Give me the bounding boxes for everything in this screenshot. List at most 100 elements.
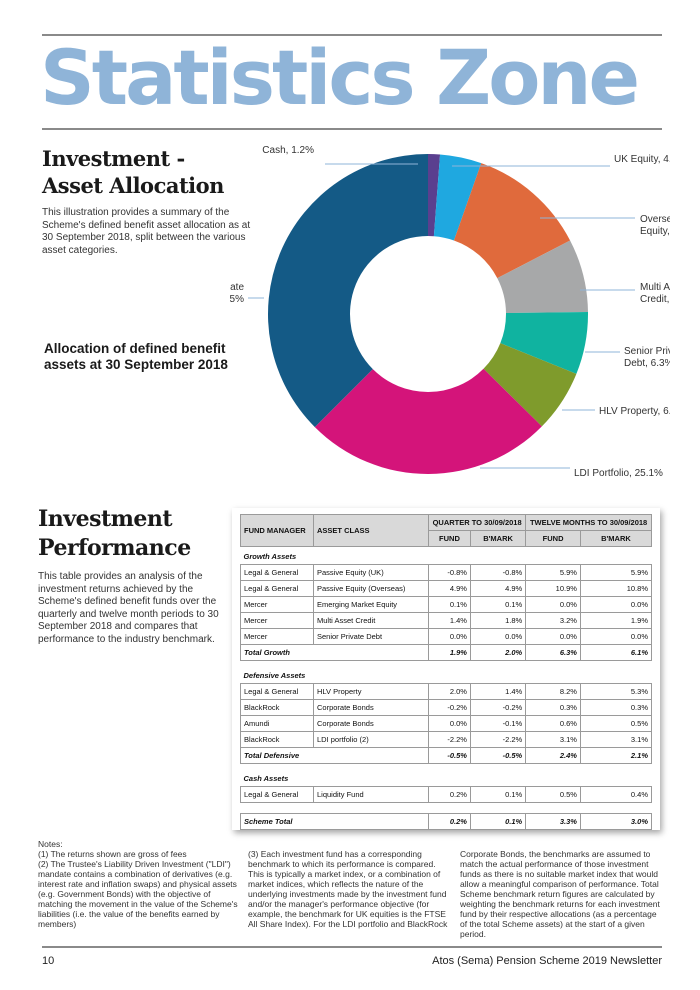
quarter-bmark-cell: -0.2% (469, 699, 527, 716)
quarter-fund-cell: -2.2% (428, 731, 471, 748)
scheme-total-twelve-fund-cell: 3.3% (525, 813, 581, 830)
fund-manager-cell: Mercer (240, 628, 314, 645)
table-total-row: Total Growth 1.9% 2.0% 6.3% 6.1% (240, 644, 653, 661)
total-label-cell: Total Growth (240, 644, 429, 661)
twelve-bmark-cell: 0.0% (579, 596, 653, 613)
total-quarter-fund-cell: -0.5% (428, 747, 471, 764)
quarter-bmark-cell: -0.1% (469, 715, 527, 732)
header-quarter-bmark: B'MARK (469, 530, 527, 547)
total-quarter-bmark-cell: -0.5% (469, 747, 527, 764)
table-row: Legal & General Passive Equity (Overseas)… (240, 580, 653, 597)
header-asset-class: ASSET CLASS (313, 514, 429, 547)
fund-manager-cell: Mercer (240, 596, 314, 613)
donut-slice (314, 368, 542, 475)
quarter-fund-cell: 2.0% (428, 683, 471, 700)
table-group-heading: Defensive Assets (241, 666, 652, 684)
donut-slice (500, 311, 588, 374)
header-twelve-months: TWELVE MONTHS TO 30/09/2018 (525, 514, 652, 531)
donut-slice (483, 343, 577, 427)
slice-label: UK Equity, 4.2% (614, 154, 670, 165)
table-row: Mercer Multi Asset Credit 1.4% 1.8% 3.2% 1.9% (240, 612, 653, 629)
asset-class-cell: HLV Property (313, 683, 429, 700)
table-group-heading: Growth Assets (241, 547, 652, 565)
slice-label: HLV Property, 6.3% (599, 406, 670, 417)
asset-class-cell: Emerging Market Equity (313, 596, 429, 613)
slice-label: Multi Asset (640, 282, 670, 293)
quarter-fund-cell: 0.0% (428, 628, 471, 645)
twelve-bmark-cell: 10.8% (579, 580, 653, 597)
quarter-bmark-cell: 1.8% (469, 612, 527, 629)
donut-slice (497, 240, 588, 314)
asset-class-cell: LDI portfolio (2) (313, 731, 429, 748)
quarter-bmark-cell: 0.1% (469, 596, 527, 613)
performance-heading-2: Performance (38, 535, 191, 561)
donut-slice (428, 154, 441, 237)
twelve-bmark-cell: 5.9% (579, 564, 653, 581)
header-quarter-fund: FUND (428, 530, 471, 547)
asset-class-cell: Corporate Bonds (313, 699, 429, 716)
quarter-fund-cell: 0.0% (428, 715, 471, 732)
total-label-cell: Total Defensive (240, 747, 429, 764)
performance-description: This table provides an analysis of the i… (38, 571, 219, 645)
donut-slice (433, 154, 482, 241)
total-twelve-bmark-cell: 2.1% (579, 747, 653, 764)
page-title: Statistics Zone (40, 33, 640, 122)
asset-class-cell: Senior Private Debt (313, 628, 429, 645)
asset-class-cell: Passive Equity (Overseas) (313, 580, 429, 597)
scheme-total-row: Scheme Total 0.2% 0.1% 3.3% 3.0% (240, 813, 653, 830)
header-fund-manager: FUND MANAGER (240, 514, 314, 547)
twelve-bmark-cell: 0.0% (579, 628, 653, 645)
title-underline (42, 128, 662, 130)
fund-manager-cell: Amundi (240, 715, 314, 732)
fund-manager-cell: BlackRock (240, 699, 314, 716)
slice-label: Equity, 12.0% (640, 226, 670, 237)
table-row: Legal & General HLV Property 2.0% 1.4% 8.2% 5… (240, 683, 653, 700)
table-row: Legal & General Liquidity Fund 0.2% 0.1% 0.5… (240, 786, 653, 803)
publication-title: Atos (Sema) Pension Scheme 2019 Newslett… (432, 955, 662, 967)
note-3: (3) Each investment fund has a correspon… (248, 849, 448, 929)
total-twelve-fund-cell: 2.4% (525, 747, 581, 764)
page-number: 10 (42, 955, 55, 967)
twelve-bmark-cell: 0.5% (579, 715, 653, 732)
quarter-bmark-cell: 0.1% (469, 786, 527, 803)
quarter-bmark-cell: 1.4% (469, 683, 527, 700)
table-row: Legal & General Passive Equity (UK) -0.8% -… (240, 564, 653, 581)
twelve-fund-cell: 3.1% (525, 731, 581, 748)
group-heading: Defensive Assets (243, 671, 306, 680)
performance-table-body: Growth Assets Legal & General Passive Equi… (240, 547, 653, 830)
note-4: Corporate Bonds, the benchmarks are assu… (460, 849, 660, 939)
table-row: BlackRock LDI portfolio (2) -2.2% -2.2% 3.1%… (240, 731, 653, 748)
table-group-heading: Cash Assets (241, 769, 652, 787)
twelve-bmark-cell: 0.3% (579, 699, 653, 716)
scheme-total-twelve-bmark-cell: 3.0% (579, 813, 653, 830)
slice-label: Corporate (230, 282, 244, 293)
twelve-fund-cell: 10.9% (525, 580, 581, 597)
notes-title: Notes: (38, 839, 63, 849)
asset-class-cell: Passive Equity (UK) (313, 564, 429, 581)
quarter-bmark-cell: 4.9% (469, 580, 527, 597)
allocation-heading-1: Investment - (42, 146, 185, 171)
table-row: Mercer Senior Private Debt 0.0% 0.0% 0.0% 0.0… (240, 628, 653, 645)
total-quarter-fund-cell: 1.9% (428, 644, 471, 661)
header-twelve-fund: FUND (525, 530, 581, 547)
twelve-fund-cell: 0.0% (525, 628, 581, 645)
slice-label: Debt, 6.3% (624, 358, 670, 369)
note-1: (1) The returns shown are gross of fees (38, 849, 187, 859)
slice-label: Cash, 1.2% (262, 145, 314, 156)
donut-slice (268, 154, 428, 428)
fund-manager-cell: Legal & General (240, 580, 314, 597)
allocation-subheading: Allocation of defined benefit assets at … (44, 341, 228, 372)
twelve-fund-cell: 0.6% (525, 715, 581, 732)
fund-manager-cell: Mercer (240, 612, 314, 629)
fund-manager-cell: Legal & General (240, 564, 314, 581)
allocation-heading-2: Asset Allocation (42, 173, 224, 198)
table-total-row: Total Defensive -0.5% -0.5% 2.4% 2.1% (240, 747, 653, 764)
slice-label: Senior Private (624, 346, 670, 357)
twelve-fund-cell: 5.9% (525, 564, 581, 581)
total-quarter-bmark-cell: 2.0% (469, 644, 527, 661)
performance-table: FUND MANAGER ASSET CLASS QUARTER TO 30/0… (240, 514, 653, 830)
performance-table-card: FUND MANAGER ASSET CLASS QUARTER TO 30/0… (232, 508, 660, 830)
quarter-bmark-cell: -0.8% (469, 564, 527, 581)
fund-manager-cell: BlackRock (240, 731, 314, 748)
twelve-fund-cell: 0.0% (525, 596, 581, 613)
